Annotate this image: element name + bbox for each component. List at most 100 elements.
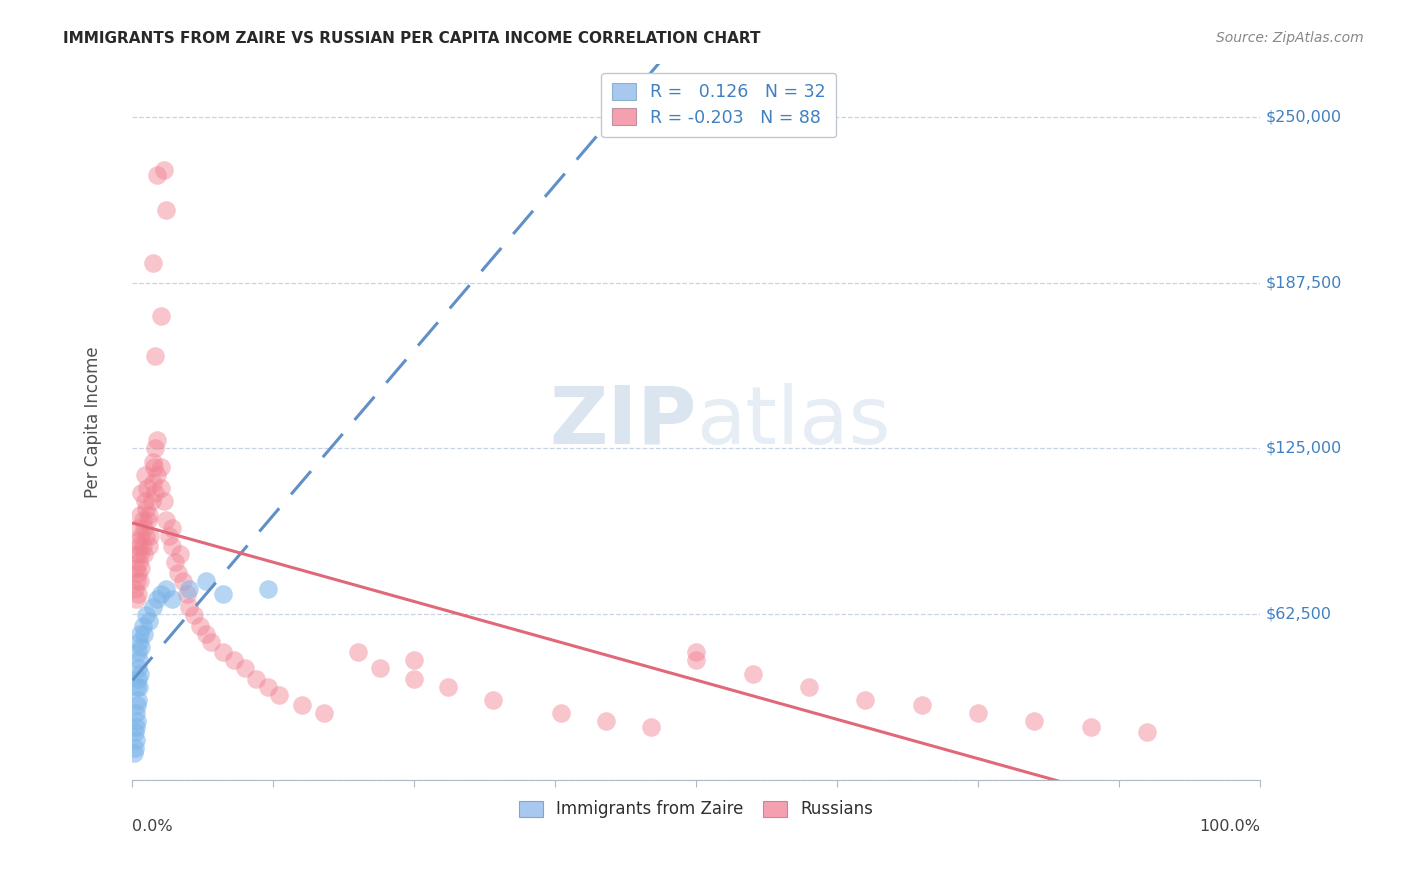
Point [146,169,169,183]
Point [128,540,150,554]
Point [911,698,934,713]
Point [437,680,460,694]
Point [177,600,200,615]
Point [125,698,148,713]
Point [143,349,166,363]
Point [640,720,662,734]
Point [138,614,160,628]
Point [125,547,148,561]
Point [967,706,990,721]
Point [153,163,176,178]
Point [853,693,876,707]
Point [149,459,172,474]
Point [211,645,233,659]
Point [127,693,149,707]
Point [132,521,155,535]
Text: $187,500: $187,500 [1265,276,1341,290]
Point [138,540,160,554]
Point [146,592,169,607]
Point [128,635,150,649]
Point [125,720,148,734]
Point [131,513,153,527]
Point [135,608,157,623]
Text: Source: ZipAtlas.com: Source: ZipAtlas.com [1216,31,1364,45]
Point [131,529,153,543]
Point [134,494,156,508]
Point [267,688,290,702]
Point [685,645,707,659]
Text: IMMIGRANTS FROM ZAIRE VS RUSSIAN PER CAPITA INCOME CORRELATION CHART: IMMIGRANTS FROM ZAIRE VS RUSSIAN PER CAP… [63,31,761,46]
Point [290,698,312,713]
Point [131,640,153,654]
Point [125,574,148,588]
Point [127,566,149,580]
Point [127,672,149,686]
Point [176,587,198,601]
Point [139,529,162,543]
Point [1024,714,1046,729]
Point [125,560,148,574]
Point [160,592,183,607]
Point [550,706,572,721]
Text: Per Capita Income: Per Capita Income [84,346,103,498]
Point [183,608,205,623]
Point [404,672,426,686]
Point [143,486,166,500]
Point [136,513,159,527]
Point [155,582,177,596]
Point [149,309,172,323]
Point [125,732,148,747]
Point [131,540,153,554]
Point [160,540,183,554]
Point [160,521,183,535]
Point [127,534,149,549]
Point [165,555,187,569]
Point [233,661,256,675]
Point [141,494,163,508]
Point [129,547,152,561]
Point [155,513,177,527]
Point [142,459,165,474]
Point [149,481,172,495]
Point [256,680,278,694]
Point [146,467,169,482]
Point [1080,720,1102,734]
Point [166,566,188,580]
Text: atlas: atlas [696,383,890,461]
Point [122,746,145,760]
Point [256,582,278,596]
Point [128,680,150,694]
Point [595,714,617,729]
Point [142,256,165,270]
Point [131,486,153,500]
Point [142,475,165,490]
Point [142,454,165,468]
Point [131,560,153,574]
Point [129,508,152,522]
Point [200,635,222,649]
Point [131,619,153,633]
Text: ZIP: ZIP [548,383,696,461]
Point [136,481,159,495]
Text: $250,000: $250,000 [1265,110,1341,125]
Point [127,645,149,659]
Point [125,680,148,694]
Point [172,574,194,588]
Point [797,680,820,694]
Point [124,725,146,739]
Point [138,508,160,522]
Point [128,555,150,569]
Text: $125,000: $125,000 [1265,441,1341,456]
Point [146,434,169,448]
Point [153,494,176,508]
Point [129,574,152,588]
Text: $62,500: $62,500 [1265,607,1331,622]
Point [124,740,146,755]
Point [314,706,336,721]
Point [177,582,200,596]
Point [128,521,150,535]
Point [127,587,149,601]
Point [211,587,233,601]
Point [194,627,217,641]
Text: 100.0%: 100.0% [1199,819,1260,834]
